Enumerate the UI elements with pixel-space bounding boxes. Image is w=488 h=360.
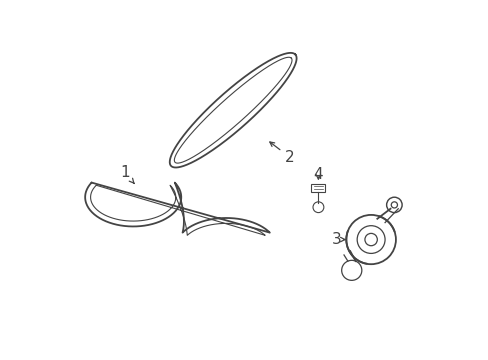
Text: 4: 4 [313, 167, 323, 181]
Text: 3: 3 [331, 232, 344, 247]
Text: 2: 2 [269, 142, 294, 165]
Bar [311, 184, 325, 192]
Text: 1: 1 [120, 165, 134, 184]
